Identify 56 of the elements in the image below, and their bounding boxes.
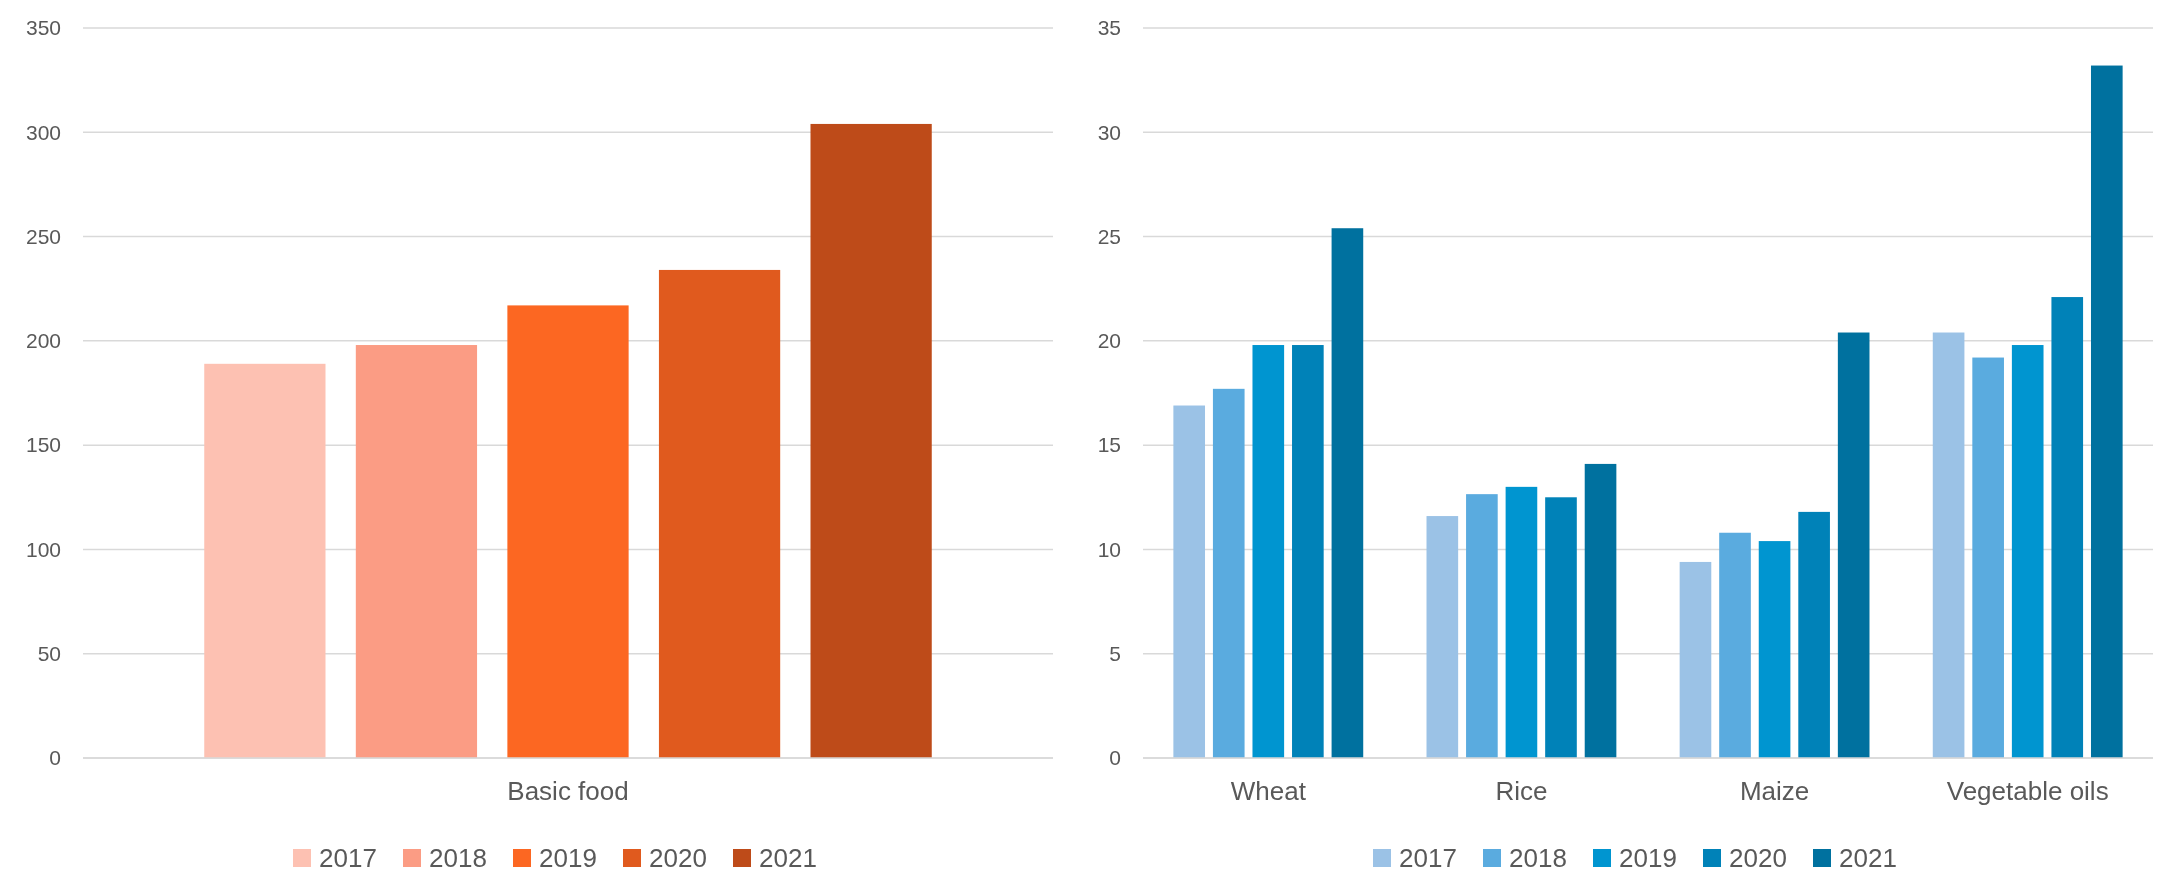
x-tick-label: Vegetable oils <box>1946 776 2109 806</box>
x-tick-label: Maize <box>1739 776 1810 806</box>
bar <box>1292 345 1324 758</box>
bar <box>1466 494 1498 758</box>
bar <box>2051 297 2084 758</box>
y-tick-label: 0 <box>1109 746 1121 770</box>
y-tick-label: 50 <box>37 642 61 666</box>
bar <box>1584 463 1617 758</box>
bar <box>1679 561 1712 758</box>
legend-label: 2021 <box>759 843 817 874</box>
legend-label: 2019 <box>1619 843 1677 874</box>
x-tick-label: Rice <box>1495 776 1548 806</box>
y-tick-label: 150 <box>25 433 61 457</box>
bar <box>1837 332 1870 758</box>
legend-label: 2020 <box>649 843 707 874</box>
legend-label: 2017 <box>1399 843 1457 874</box>
bar <box>1719 532 1751 758</box>
bar <box>1252 345 1285 758</box>
y-tick-label: 25 <box>1097 224 1121 248</box>
legend-label: 2018 <box>1509 843 1567 874</box>
x-tick-label: Basic food <box>507 776 629 806</box>
bar <box>1972 357 2004 758</box>
bar <box>204 363 326 758</box>
bar <box>2011 345 2044 758</box>
bar <box>1932 332 1965 758</box>
bar <box>507 305 629 758</box>
y-tick-label: 20 <box>1097 329 1121 353</box>
y-tick-label: 250 <box>25 224 61 248</box>
y-tick-label: 30 <box>1097 120 1121 144</box>
legend-label: 2018 <box>429 843 487 874</box>
x-tick-label: Wheat <box>1230 776 1307 806</box>
bar <box>1212 388 1245 758</box>
bar <box>1758 541 1791 758</box>
y-tick-label: 100 <box>25 537 61 561</box>
y-tick-label: 5 <box>1109 642 1121 666</box>
bar <box>1426 516 1459 758</box>
bar <box>1505 486 1538 758</box>
y-tick-label: 35 <box>1097 16 1121 40</box>
bar <box>355 345 478 758</box>
bar <box>2090 65 2123 758</box>
bar <box>1798 511 1830 758</box>
y-tick-label: 200 <box>25 329 61 353</box>
bar <box>810 123 932 758</box>
y-tick-label: 300 <box>25 120 61 144</box>
legend-label: 2019 <box>539 843 597 874</box>
bar <box>1545 497 1577 758</box>
y-tick-label: 15 <box>1097 433 1121 457</box>
legend-label: 2021 <box>1839 843 1897 874</box>
bar <box>1331 228 1364 758</box>
legend-label: 2020 <box>1729 843 1787 874</box>
bar <box>1173 405 1206 758</box>
y-tick-label: 10 <box>1097 537 1121 561</box>
y-tick-label: 0 <box>49 746 61 770</box>
y-tick-label: 350 <box>25 16 61 40</box>
legend-label: 2017 <box>319 843 377 874</box>
bar <box>658 269 781 758</box>
